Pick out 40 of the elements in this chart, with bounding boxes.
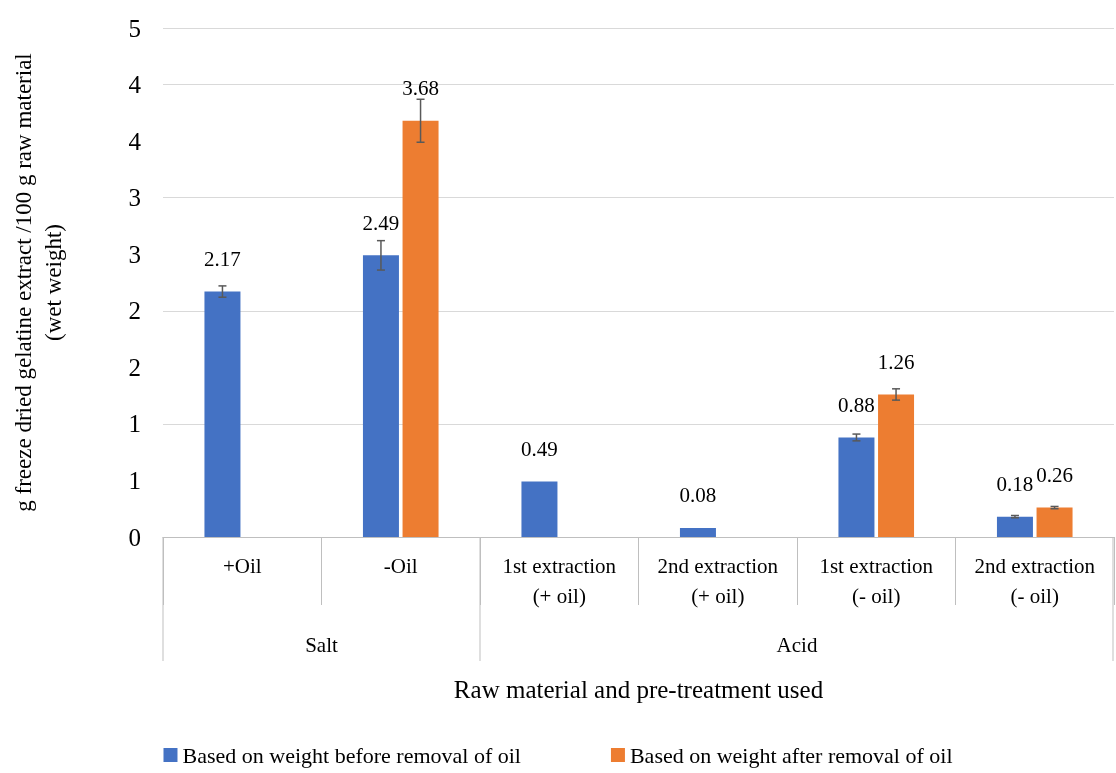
data-label: 0.49 (521, 437, 558, 462)
legend-label: Based on weight after removal of oil (629, 742, 953, 768)
data-label: 1.26 (877, 349, 915, 374)
text: Salt (305, 633, 338, 657)
x-tick-label: 2nd extraction (+ oil) (657, 554, 779, 608)
x-tick-label: 2nd extraction (- oil) (974, 554, 1096, 608)
data-label: 0.26 (1036, 463, 1073, 488)
data-label: 3.68 (402, 76, 439, 101)
y-tick-label: 4 (128, 127, 142, 155)
bar (679, 527, 716, 537)
text: Acid (776, 633, 818, 657)
y-tick-label: 1 (128, 466, 141, 494)
y-axis-title: g freeze dried gelatine extract /100 g raw material (wet weight) (10, 53, 66, 512)
bar (996, 516, 1033, 537)
x-tick-label: 1st extraction (+ oil) (502, 554, 617, 608)
x-axis-title: Raw material and pre-treatment used (453, 676, 824, 703)
bar (204, 291, 241, 537)
bar (1036, 507, 1073, 537)
y-tick-label: 1 (128, 410, 141, 438)
legend-label: Based on weight before removal of oil (182, 742, 521, 768)
data-label: 0.88 (838, 392, 875, 417)
y-tick-label: 4 (128, 71, 142, 99)
bar (362, 255, 399, 537)
x-tick-label: -Oil (383, 554, 418, 578)
y-tick-label: 5 (128, 14, 141, 42)
y-tick-label: 3 (128, 240, 141, 268)
data-label: 2.17 (204, 247, 241, 272)
bar (402, 120, 439, 537)
x-tick-label: +Oil (222, 554, 262, 578)
bar (521, 481, 558, 537)
data-label: 0.18 (996, 472, 1034, 497)
y-tick-label: 2 (128, 353, 141, 381)
y-tick-label: 2 (128, 297, 141, 325)
y-tick-label: 3 (128, 184, 141, 212)
data-label: 0.08 (679, 483, 717, 508)
y-tick-label: 0 (128, 523, 141, 551)
x-tick-label: 1st extraction (- oil) (819, 554, 934, 608)
bar (878, 394, 915, 537)
data-label: 2.49 (362, 210, 400, 235)
bar (838, 437, 875, 537)
